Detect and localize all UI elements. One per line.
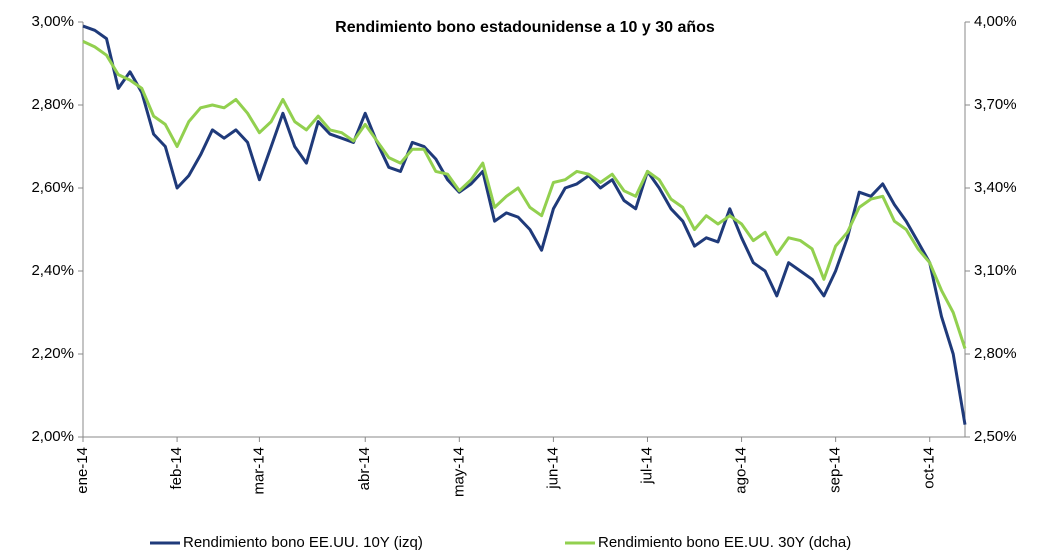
y-tick-label: 2,20% [31, 345, 74, 362]
y-tick-label: 2,40% [31, 262, 74, 279]
x-tick-label: jun-14 [544, 447, 561, 490]
series-line [82, 24, 967, 425]
y2-tick-label: 4,00% [974, 13, 1017, 30]
legend-label: Rendimiento bono EE.UU. 30Y (dcha) [598, 534, 851, 551]
legend-label: Rendimiento bono EE.UU. 10Y (izq) [183, 534, 423, 551]
chart-title: Rendimiento bono estadounidense a 10 y 3… [335, 19, 715, 36]
x-tick-label: ago-14 [733, 447, 750, 494]
y-tick-label: 2,60% [31, 179, 74, 196]
x-tick-label: jul-14 [638, 447, 655, 485]
x-tick-label: oct-14 [921, 447, 938, 489]
y2-tick-label: 2,80% [974, 345, 1017, 362]
y-tick-label: 2,80% [31, 96, 74, 113]
x-tick-label: sep-14 [827, 447, 844, 493]
y2-tick-label: 3,40% [974, 179, 1017, 196]
y-tick-label: 2,00% [31, 428, 74, 445]
y2-tick-label: 2,50% [974, 428, 1017, 445]
y2-tick-label: 3,70% [974, 96, 1017, 113]
y2-tick-label: 3,10% [974, 262, 1017, 279]
x-tick-label: ene-14 [74, 447, 91, 494]
x-tick-label: may-14 [450, 447, 467, 497]
series-line [82, 40, 967, 349]
x-tick-label: feb-14 [168, 447, 185, 490]
x-tick-label: abr-14 [356, 447, 373, 490]
x-tick-label: mar-14 [250, 447, 267, 495]
y-tick-label: 3,00% [31, 13, 74, 30]
